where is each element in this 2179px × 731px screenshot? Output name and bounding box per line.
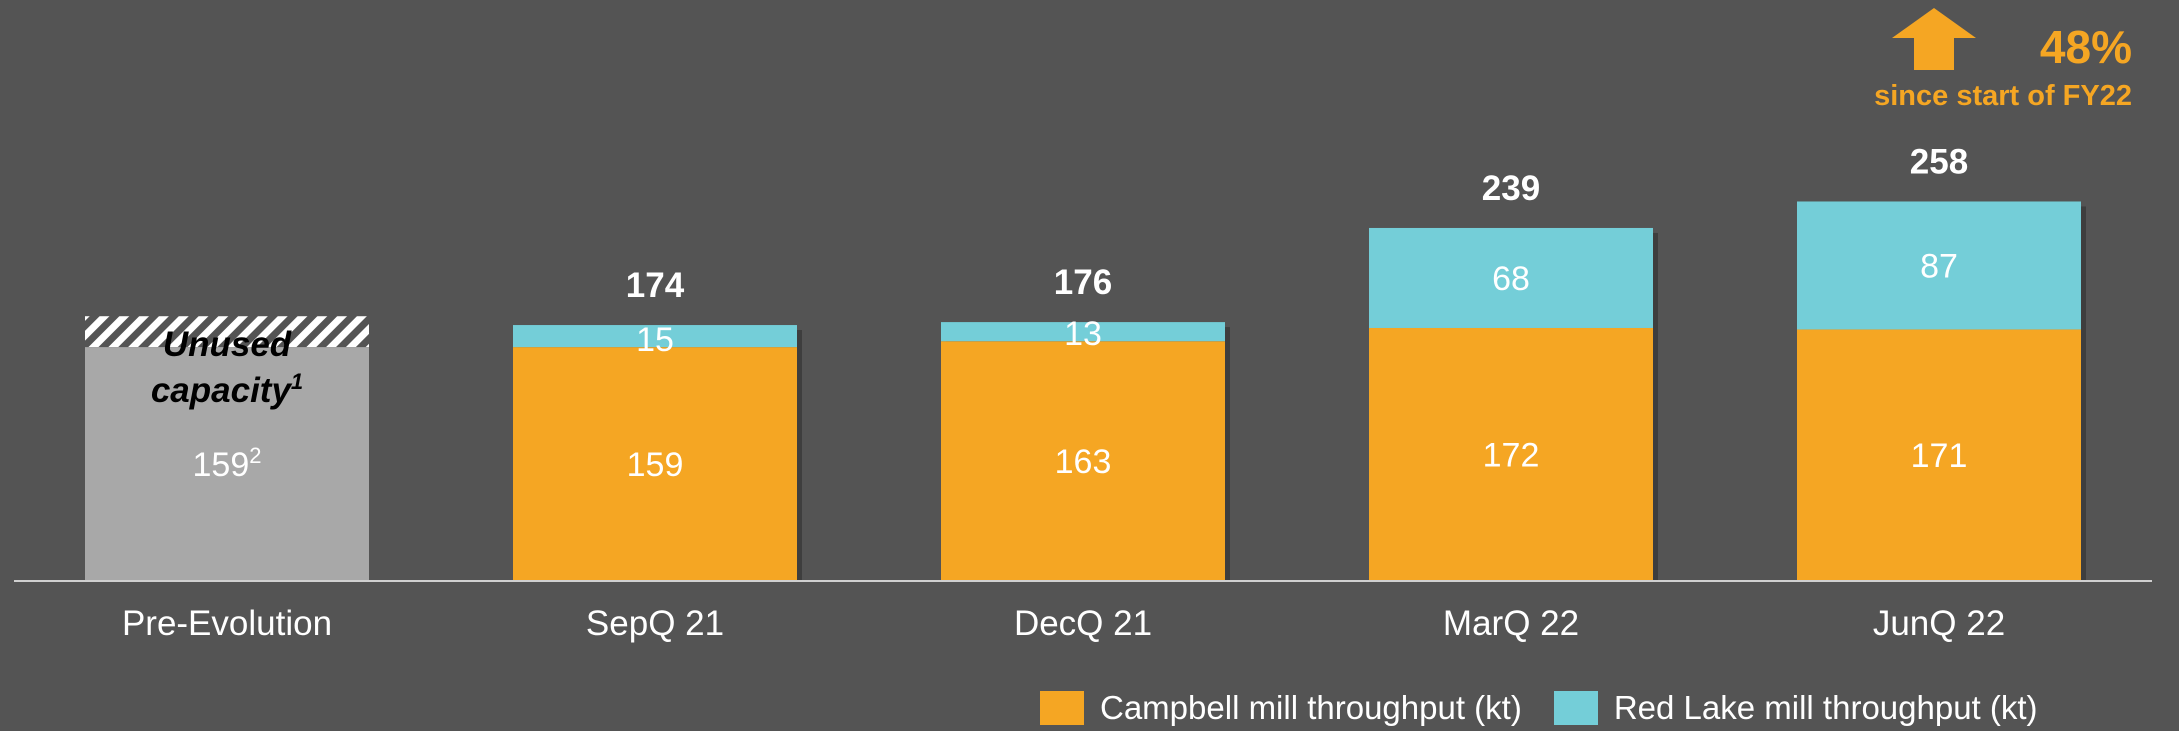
bar-campbell	[513, 347, 797, 581]
legend-label-campbell: Campbell mill throughput (kt)	[1100, 689, 1522, 726]
bar-total-label: 258	[1910, 142, 1968, 181]
x-tick-label: JunQ 22	[1873, 604, 2005, 643]
bar-value-label: 68	[1492, 260, 1530, 298]
unused-capacity-label: Unused	[163, 325, 292, 364]
x-tick-label: Pre-Evolution	[122, 604, 332, 643]
legend-swatch-red-lake	[1553, 691, 1598, 725]
bar-value-label: 172	[1483, 436, 1540, 474]
x-tick-label: MarQ 22	[1443, 604, 1579, 643]
bar-total-label: 174	[626, 266, 685, 305]
unused-capacity-label: capacity1	[151, 369, 303, 410]
bar-value-label: 163	[1055, 443, 1112, 481]
bar-pre-evolution	[85, 347, 369, 581]
growth-percent: 48%	[2039, 21, 2132, 73]
legend: Campbell mill throughput (kt) Red Lake m…	[1040, 688, 2070, 728]
bar-total-label: 239	[1482, 169, 1540, 208]
bar-value-label: 87	[1920, 247, 1958, 285]
x-tick-label: DecQ 21	[1014, 604, 1152, 643]
bar-campbell	[941, 341, 1225, 581]
x-tick-label: SepQ 21	[586, 604, 724, 643]
unused-capacity-bar	[85, 316, 369, 348]
growth-subtitle: since start of FY22	[1874, 80, 2132, 112]
bar-red-lake	[1797, 201, 2081, 330]
up-arrow-icon	[1892, 8, 1976, 70]
bar-value-label: 15	[636, 321, 674, 359]
bar-total-label: 176	[1054, 263, 1112, 302]
legend-label-red-lake: Red Lake mill throughput (kt)	[1613, 689, 2038, 726]
bar-value-label: 1592	[193, 443, 262, 484]
bar-campbell	[1797, 329, 2081, 581]
growth-callout: 48% since start of FY22	[1792, 8, 2132, 118]
bar-value-label: 171	[1911, 437, 1968, 475]
bar-red-lake	[941, 322, 1225, 342]
bar-value-label: 13	[1064, 315, 1102, 353]
legend-swatch-campbell	[1040, 691, 1084, 725]
bar-red-lake	[513, 325, 797, 348]
bar-campbell	[1369, 327, 1653, 581]
bar-red-lake	[1369, 227, 1653, 328]
bar-value-label: 159	[627, 446, 684, 484]
